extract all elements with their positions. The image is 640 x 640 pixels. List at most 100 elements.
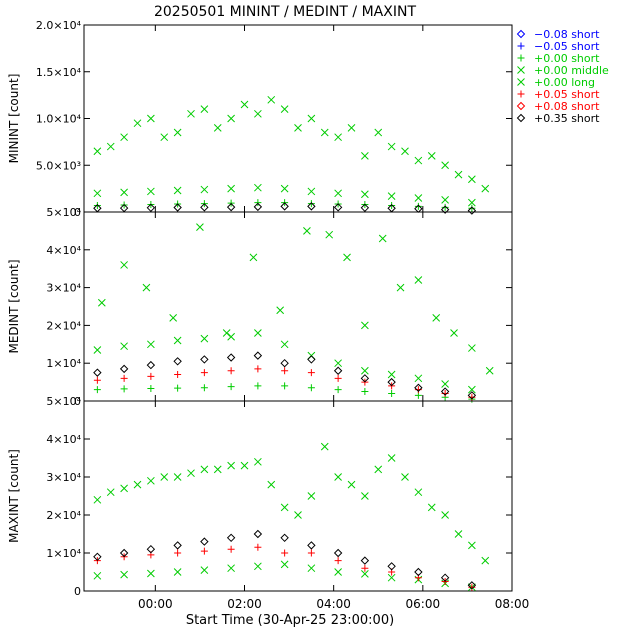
data-point [120,484,128,493]
data-point [414,567,423,577]
data-point [240,100,249,109]
data-point [200,185,209,194]
data-point [187,109,195,118]
panel-3: 0 1×10⁴ 2×10⁴ 3×10⁴ 4×10⁴ 5×10⁴ MAXINT [count] [7,395,513,598]
y-tick-label: 1×10⁴ [46,547,81,560]
data-point [361,366,369,375]
data-point [343,253,351,262]
data-point [468,385,476,394]
data-point [303,227,311,235]
data-point [226,202,236,212]
data-point [334,189,342,198]
series--0-00-long [93,442,490,565]
data-point [307,541,316,550]
data-point [387,454,396,462]
data-point [147,476,155,485]
data-point [200,105,209,114]
data-point [174,384,182,392]
data-point [106,142,115,151]
data-point [401,473,409,481]
data-point [361,152,369,160]
data-point [481,184,490,193]
data-point [133,119,142,128]
data-point [441,511,449,519]
data-point [414,194,423,202]
data-point [249,253,258,262]
data-point [93,346,102,354]
data-point [454,530,463,538]
x-tick-label: 02:00 [227,597,262,611]
data-point [361,190,369,199]
y-axis-label: MEDINT [count] [7,259,21,353]
data-point [441,389,449,397]
data-point [200,566,209,574]
y-tick-label: 0 [74,585,81,598]
data-point [93,376,101,384]
data-point [454,170,463,179]
y-tick-label: 3×10⁴ [46,282,81,295]
data-point [147,372,155,380]
data-point [93,495,102,504]
y-axis-label: MAXINT [count] [7,449,21,543]
legend-marker [516,101,526,111]
data-point [325,230,334,239]
data-point [307,549,315,557]
data-point [142,283,151,292]
data-point [226,353,236,362]
panel-2: 0 1×10⁴ 2×10⁴ 3×10⁴ 4×10⁴ 5×10⁴ MEDINT [count] [7,206,513,408]
data-point [120,261,128,269]
data-point [307,355,316,364]
data-point [280,533,289,543]
data-point [146,360,156,370]
data-point [334,386,342,394]
data-point [93,147,102,156]
data-point [333,203,343,212]
data-point [360,203,370,212]
data-point [414,374,423,383]
data-point [361,570,369,578]
data-point [387,370,396,379]
data-point [147,340,155,349]
series--0-35-short [93,529,477,590]
data-point [280,358,289,368]
data-point [254,109,262,118]
y-tick-label: 1.5×10⁴ [36,66,82,79]
data-point [200,203,209,212]
data-point [414,488,423,497]
data-point [160,473,169,481]
data-point [240,461,249,470]
legend-label: −0.08 short [534,28,600,41]
data-point [334,557,342,565]
y-tick-label: 4×10⁴ [46,244,81,257]
data-point [360,374,370,383]
data-point [253,529,263,539]
y-tick-label: 1.0×10⁴ [36,113,82,126]
data-point [173,568,182,576]
data-point [147,569,155,578]
y-tick-label: 3×10⁴ [46,471,81,484]
series--0-00-long [93,95,490,193]
series--0-05-short [93,543,476,591]
data-point [307,492,316,500]
x-tick-label: 04:00 [316,597,351,611]
legend-marker [517,78,525,86]
data-point [280,560,289,569]
data-point [294,123,302,132]
data-point [320,128,329,137]
data-point [450,329,458,337]
data-point [174,549,182,557]
data-point [173,336,182,345]
data-point [320,442,329,451]
data-point [361,388,369,396]
legend-marker [516,29,526,39]
data-point [347,480,356,489]
data-point [467,206,477,215]
data-point [468,204,476,212]
y-tick-label: 4×10⁴ [46,433,81,446]
data-point [133,480,142,489]
data-point [387,192,396,200]
data-point [213,465,222,474]
data-point [146,203,156,212]
data-point [97,298,106,307]
